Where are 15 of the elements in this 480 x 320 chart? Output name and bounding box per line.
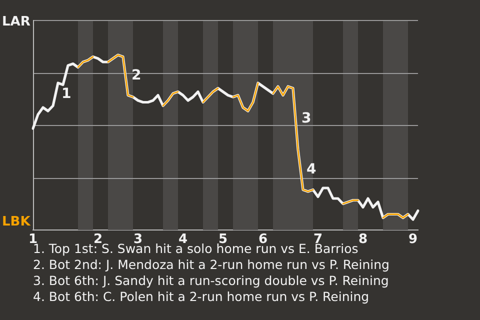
text: 3. Bot 6th: J. Sandy hit a run-scoring double vs P. Reining (33, 273, 390, 289)
annotation: 1 (62, 86, 72, 102)
text: LBK (2, 214, 32, 230)
text: 2. Bot 2nd: J. Mendoza hit a 2-run home run vs P. Reining (33, 257, 390, 273)
annotation: 4 (306, 161, 316, 178)
x-tick-label: 8 (358, 232, 368, 248)
annotation: 2 (132, 68, 142, 84)
annotation: 3 (302, 110, 312, 127)
x-tick-label: 3 (133, 232, 143, 248)
x-tick-label: 6 (258, 232, 268, 248)
text: 4. Bot 6th: C. Polen hit a 2-run home run vs P. Reining (33, 289, 370, 305)
x-tick-label: 2 (93, 232, 103, 248)
text: LAR (2, 14, 30, 30)
x-tick-label: 9 (408, 232, 418, 248)
x-tick-label: 4 (178, 232, 188, 248)
